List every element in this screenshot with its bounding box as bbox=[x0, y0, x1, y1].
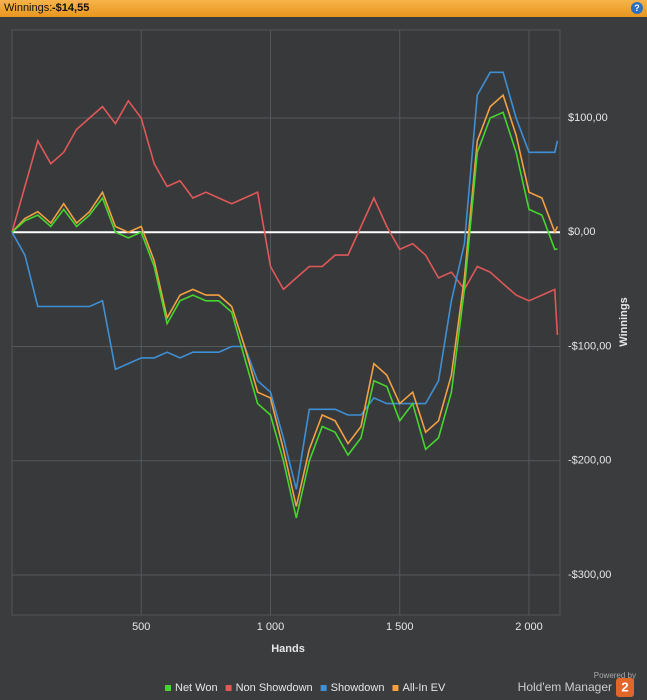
y-tick-label: -$300,00 bbox=[568, 569, 611, 581]
legend-swatch bbox=[392, 685, 399, 691]
help-button[interactable]: ? bbox=[631, 2, 643, 14]
legend-label: Showdown bbox=[331, 682, 385, 694]
series-line bbox=[11, 111, 558, 519]
header-label: Winnings: bbox=[4, 2, 53, 14]
logo-name: Hold'em Manager bbox=[518, 680, 612, 694]
logo-badge: 2 bbox=[621, 679, 628, 694]
x-tick-label: 2 000 bbox=[515, 621, 543, 633]
logo-badge-bg bbox=[616, 678, 634, 697]
y-tick-label: -$200,00 bbox=[568, 455, 611, 467]
series-line bbox=[11, 71, 559, 490]
header-value: -$14,55 bbox=[52, 2, 90, 14]
legend-swatch bbox=[165, 685, 171, 691]
legend-swatch bbox=[225, 685, 232, 691]
legend-label: Net Won bbox=[175, 682, 218, 694]
legend-label: All-In EV bbox=[402, 682, 445, 694]
legend-swatch bbox=[320, 685, 327, 691]
logo-powered: Powered by bbox=[594, 671, 636, 680]
x-tick-label: 500 bbox=[132, 621, 150, 633]
y-tick-label: -$100,00 bbox=[568, 340, 611, 352]
x-tick-label: 1 000 bbox=[257, 621, 285, 633]
x-axis-title: Hands bbox=[271, 643, 305, 655]
y-tick-label: $0,00 bbox=[568, 226, 596, 238]
chart: Hands Winnings Powered by Hold'em Manage… bbox=[11, 29, 636, 697]
y-tick-label: $100,00 bbox=[568, 112, 608, 124]
plot-area bbox=[11, 29, 561, 616]
y-axis-title: Winnings bbox=[618, 297, 630, 346]
header-bar: Winnings: -$14,55 ? bbox=[0, 0, 647, 17]
x-tick-label: 1 500 bbox=[386, 621, 414, 633]
legend-label: Non Showdown bbox=[236, 682, 313, 694]
series-line bbox=[11, 99, 559, 336]
series-line bbox=[11, 93, 559, 507]
